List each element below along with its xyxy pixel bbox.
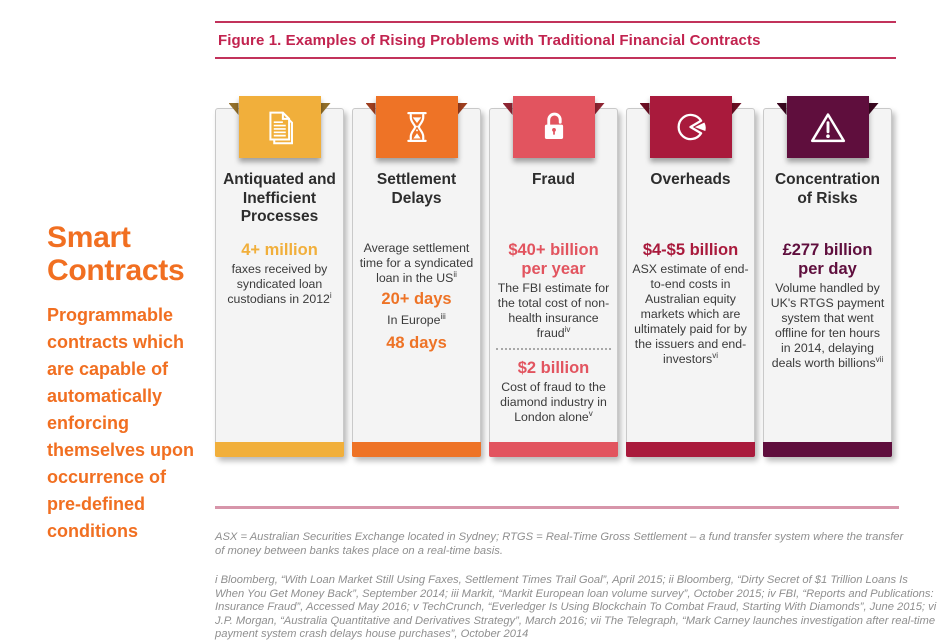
warning-triangle-icon xyxy=(786,96,869,158)
stat-description-text: In Europe xyxy=(387,313,441,327)
card-title: Concentration of Risks xyxy=(774,171,881,207)
stat-description-text: ASX estimate of end-to-end costs in Aust… xyxy=(632,262,749,366)
card-title: Settlement Delays xyxy=(376,171,457,207)
stat-description: Volume handled by UK's RTGS payment syst… xyxy=(769,281,886,371)
dotted-divider xyxy=(496,348,611,350)
footnote-definitions: ASX = Australian Securities Exchange loc… xyxy=(215,531,904,557)
footnote-ref: v xyxy=(588,408,593,418)
stat-description: Average settlement time for a syndicated… xyxy=(358,241,475,286)
ribbon-fold-left xyxy=(776,103,787,115)
ribbon-fold-right xyxy=(320,103,331,115)
ribbon-fold-left xyxy=(365,103,376,115)
stat-description: faxes received by syndicated loan custod… xyxy=(221,262,338,307)
card-antiquated-inefficient-processes: Antiquated and Inefficient Processes 4+ … xyxy=(215,96,344,457)
figure-title: Figure 1. Examples of Rising Problems wi… xyxy=(218,32,761,49)
card-bottom-bar xyxy=(215,442,344,457)
ribbon-fold-right xyxy=(594,103,605,115)
card-title: Fraud xyxy=(531,171,576,188)
card-body: $40+ billion per year The FBI estimate f… xyxy=(490,237,617,425)
problem-cards-row: Antiquated and Inefficient Processes 4+ … xyxy=(215,95,893,457)
card-body: $4-$5 billion ASX estimate of end-to-end… xyxy=(627,237,754,367)
stat-description-text: faxes received by syndicated loan custod… xyxy=(227,262,330,306)
card-title: Antiquated and Inefficient Processes xyxy=(223,171,336,225)
open-padlock-icon xyxy=(512,96,595,158)
card-overheads: Overheads $4-$5 billion ASX estimate of … xyxy=(626,96,755,457)
card-title: Overheads xyxy=(650,171,731,188)
card-bottom-bar xyxy=(626,442,755,457)
footnote-ref: iii xyxy=(440,311,446,321)
ribbon-fold-left xyxy=(502,103,513,115)
ribbon-fold-right xyxy=(457,103,468,115)
ribbon-fold-left xyxy=(228,103,239,115)
hourglass-icon xyxy=(375,96,458,158)
footnote-citations: i Bloomberg, “With Loan Market Still Usi… xyxy=(215,574,937,641)
card-concentration-of-risks: Concentration of Risks £277 billion per … xyxy=(763,96,892,457)
sidebar-description: Programmable contracts which are capable… xyxy=(47,305,195,541)
card-body: 4+ million faxes received by syndicated … xyxy=(216,237,343,307)
stat-description-text: Volume handled by UK's RTGS payment syst… xyxy=(770,281,885,370)
ribbon-fold-right xyxy=(731,103,742,115)
stat-description-text: Average settlement time for a syndicated… xyxy=(359,241,474,285)
footnote-ref: vi xyxy=(712,350,718,360)
footnote-ref: iv xyxy=(564,324,571,334)
stat-value: 20+ days xyxy=(381,290,452,308)
document-icon xyxy=(238,96,321,158)
card-bottom-bar xyxy=(489,442,618,457)
stat-description-text: The FBI estimate for the total cost of n… xyxy=(497,281,610,340)
figure-bottom-rule xyxy=(215,506,899,509)
ribbon-fold-right xyxy=(868,103,879,115)
ribbon-fold-left xyxy=(639,103,650,115)
card-body: £277 billion per day Volume handled by U… xyxy=(764,237,891,371)
footnote-ref: vii xyxy=(875,354,884,364)
card-bottom-bar xyxy=(352,442,481,457)
card-bottom-bar xyxy=(763,442,892,457)
stat-description: Cost of fraud to the diamond industry in… xyxy=(495,380,612,425)
figure-title-block: Figure 1. Examples of Rising Problems wi… xyxy=(215,21,896,59)
stat-value: £277 billion per day xyxy=(782,241,873,278)
stat-value: $40+ billion per year xyxy=(508,241,599,278)
sidebar-smart-contracts: Smart Contracts Programmable contracts w… xyxy=(47,221,199,545)
stat-value: 48 days xyxy=(386,334,447,352)
card-body: Average settlement time for a syndicated… xyxy=(353,237,480,353)
footnote-ref: ii xyxy=(453,269,457,279)
footnote-ref: i xyxy=(329,290,332,300)
stat-value: $4-$5 billion xyxy=(642,241,739,259)
stat-description: ASX estimate of end-to-end costs in Aust… xyxy=(632,262,749,367)
stat-description: The FBI estimate for the total cost of n… xyxy=(495,281,612,341)
card-settlement-delays: Settlement Delays Average settlement tim… xyxy=(352,96,481,457)
stat-description: In Europeiii xyxy=(358,311,475,328)
stat-description-text: Cost of fraud to the diamond industry in… xyxy=(500,380,607,424)
card-fraud: Fraud $40+ billion per year The FBI esti… xyxy=(489,96,618,457)
pie-chart-icon xyxy=(649,96,732,158)
stat-value: $2 billion xyxy=(517,359,590,377)
sidebar-heading: Smart Contracts xyxy=(47,221,185,287)
stat-value: 4+ million xyxy=(241,241,318,259)
